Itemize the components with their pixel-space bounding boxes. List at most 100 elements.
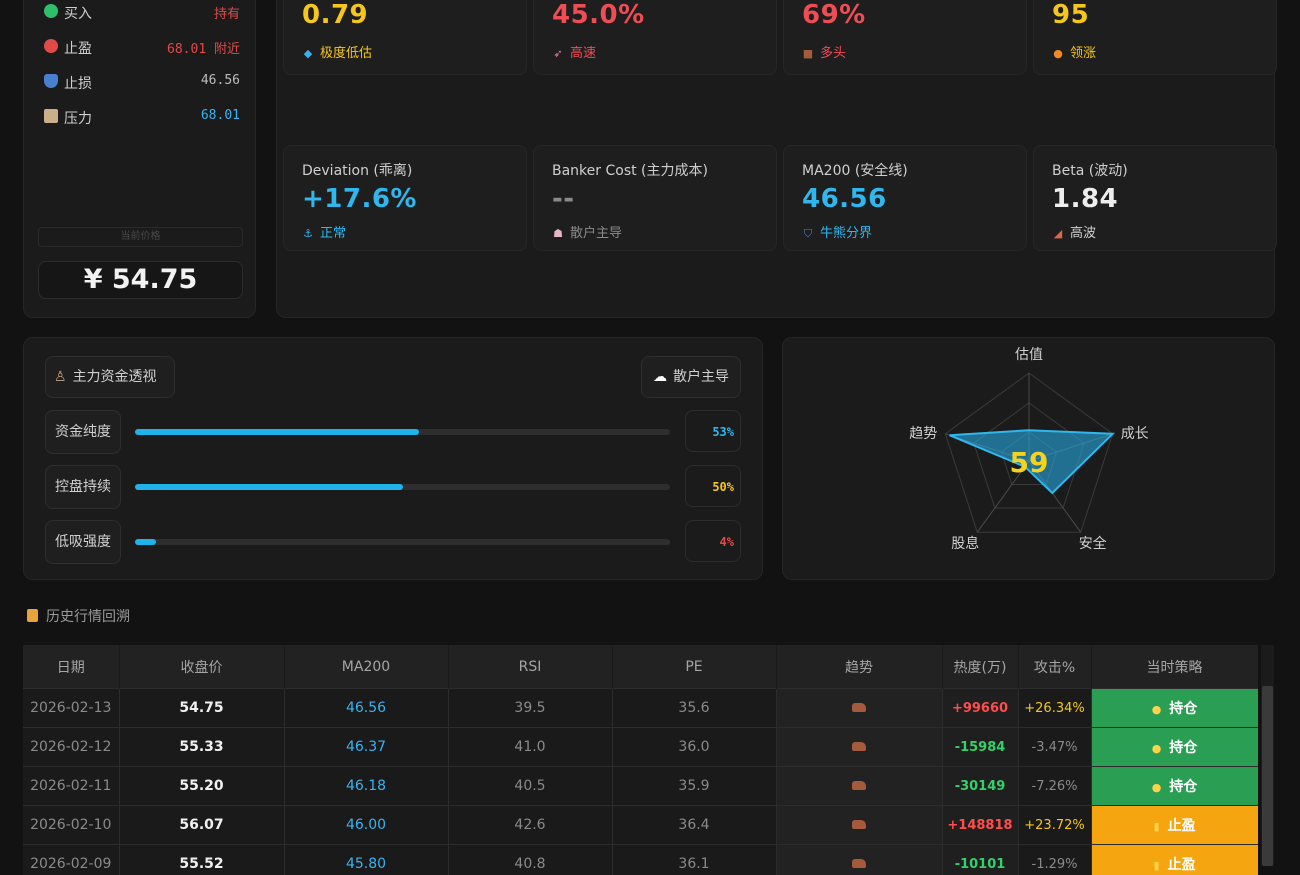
stop-loss-row: 止损 46.56 [44, 71, 240, 95]
strategy-cell: ●持仓 [1091, 767, 1258, 806]
control-duration-pct: 50% [685, 465, 741, 507]
ma200-cell: 46.56 [284, 689, 448, 728]
metric-value: 1.84 [1052, 184, 1118, 214]
date-cell: 2026-02-09 [23, 845, 119, 875]
column-header[interactable]: MA200 [284, 645, 448, 689]
radar-axis-label: 趋势 [909, 426, 937, 442]
close-cell: 55.20 [119, 767, 284, 806]
heat-cell: +148818 [942, 806, 1018, 845]
metrics-panel: 0.79 ◆极度低估 45.0% ➶高速 69% ■多头 95 ●领涨 Devi… [276, 0, 1275, 318]
fund-purity-bar [135, 429, 670, 435]
trend-cell [776, 845, 942, 875]
rocket-icon: ➶ [552, 47, 564, 60]
rsi-cell: 42.6 [448, 806, 612, 845]
stop-icon: ▮ [1153, 820, 1159, 833]
capital-title: 主力资金透视 [73, 369, 157, 385]
metric-title: Deviation (乖离) [302, 160, 412, 180]
metric-value: -- [552, 184, 575, 214]
take-profit-value: 68.01 附近 [167, 38, 240, 57]
metric-value: +17.6% [302, 184, 417, 214]
attack-cell: -1.29% [1018, 845, 1091, 875]
column-header[interactable]: 当时策略 [1091, 645, 1258, 689]
pe-cell: 36.0 [612, 728, 776, 767]
column-header[interactable]: RSI [448, 645, 612, 689]
current-price-label: 当前价格 [38, 227, 243, 247]
fund-purity-pct: 53% [685, 410, 741, 452]
capital-flow-panel: ♙主力资金透视 ☁散户主导 资金纯度 53% 控盘持续 50% 低吸强度 4% [23, 337, 763, 580]
column-header[interactable]: PE [612, 645, 776, 689]
metric-card-trend: 69% ■多头 [783, 0, 1027, 75]
column-header[interactable]: 日期 [23, 645, 119, 689]
price-levels-panel: 买入 持有 止盈 68.01 附近 止损 46.56 压力 68.01 当前价格… [23, 0, 256, 318]
metric-card-ma200: MA200 (安全线) 46.56 ⛉牛熊分界 [783, 145, 1027, 251]
person-icon: ♙ [54, 369, 67, 385]
metric-value: 69% [802, 0, 866, 30]
metric-card-deviation: Deviation (乖离) +17.6% ⚓正常 [283, 145, 527, 251]
ma200-cell: 46.18 [284, 767, 448, 806]
take-profit-label: 止盈 [64, 38, 92, 58]
coin-icon: ● [1152, 703, 1162, 716]
green-circle-icon [44, 4, 58, 18]
rsi-cell: 40.5 [448, 767, 612, 806]
metric-sub: ☗散户主导 [552, 222, 622, 241]
column-header[interactable]: 热度(万) [942, 645, 1018, 689]
column-header[interactable]: 趋势 [776, 645, 942, 689]
resistance-label: 压力 [64, 108, 92, 128]
shield-icon: ⛉ [802, 227, 814, 241]
bull-icon [852, 781, 866, 790]
red-circle-icon [44, 39, 58, 53]
control-duration-label: 控盘持续 [45, 465, 121, 509]
column-header[interactable]: 收盘价 [119, 645, 284, 689]
fire-icon: ● [1052, 47, 1064, 60]
trend-cell [776, 767, 942, 806]
metric-card-valuation: 0.79 ◆极度低估 [283, 0, 527, 75]
control-duration-bar [135, 484, 670, 490]
metric-value: 95 [1052, 0, 1089, 30]
rsi-cell: 41.0 [448, 728, 612, 767]
metric-sub: ●领涨 [1052, 42, 1096, 61]
buy-value: 持有 [214, 3, 240, 22]
dip-buy-strength-bar [135, 539, 670, 545]
resistance-icon [44, 109, 58, 123]
metric-card-beta: Beta (波动) 1.84 ◢高波 [1033, 145, 1277, 251]
dip-buy-strength-label: 低吸强度 [45, 520, 121, 564]
stop-loss-value: 46.56 [201, 73, 240, 88]
rsi-cell: 40.8 [448, 845, 612, 875]
close-cell: 54.75 [119, 689, 284, 728]
cloud-icon: ☁ [653, 369, 667, 385]
column-header[interactable]: 攻击% [1018, 645, 1091, 689]
metric-sub: ■多头 [802, 42, 846, 61]
radar-axis-label: 成长 [1121, 426, 1149, 442]
strategy-cell: ●持仓 [1091, 689, 1258, 728]
strategy-cell: ●持仓 [1091, 728, 1258, 767]
close-cell: 56.07 [119, 806, 284, 845]
buy-label: 买入 [64, 3, 92, 23]
bull-icon: ■ [802, 47, 814, 60]
date-cell: 2026-02-13 [23, 689, 119, 728]
date-cell: 2026-02-12 [23, 728, 119, 767]
metric-card-growth: 45.0% ➶高速 [533, 0, 777, 75]
take-profit-row: 止盈 68.01 附近 [44, 36, 240, 60]
retail-dominant-badge: ☁散户主导 [641, 356, 741, 398]
coin-icon: ● [1152, 742, 1162, 755]
pe-cell: 35.9 [612, 767, 776, 806]
heat-cell: -30149 [942, 767, 1018, 806]
scrollbar-thumb[interactable] [1262, 686, 1273, 866]
metric-title: Banker Cost (主力成本) [552, 160, 708, 180]
pe-cell: 36.4 [612, 806, 776, 845]
rsi-cell: 39.5 [448, 689, 612, 728]
capital-title-chip: ♙ 主力资金透视 [45, 356, 175, 398]
pe-cell: 36.1 [612, 845, 776, 875]
metric-value: 0.79 [302, 0, 368, 30]
pe-cell: 35.6 [612, 689, 776, 728]
coin-icon: ● [1152, 781, 1162, 794]
